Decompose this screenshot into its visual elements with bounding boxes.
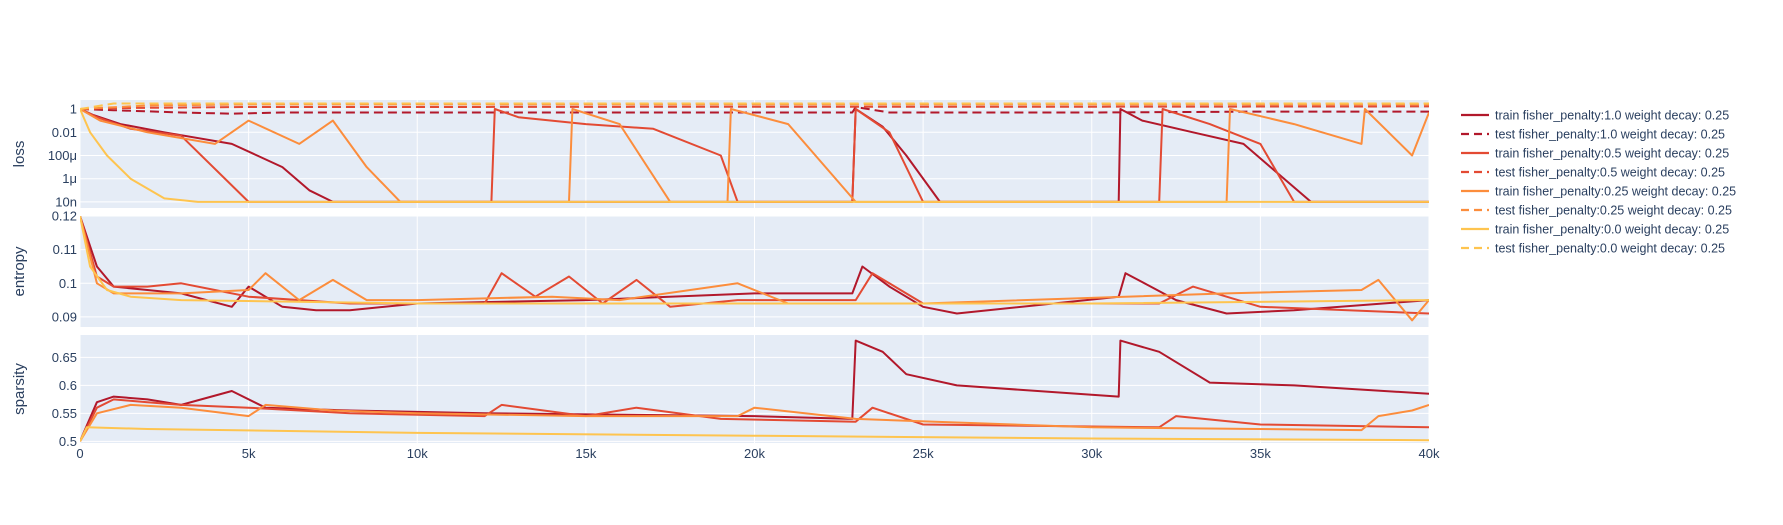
y-tick-label-entropy: 0.09	[52, 309, 77, 324]
legend-label: train fisher_penalty:1.0 weight decay: 0…	[1495, 109, 1729, 123]
panel-sparsity: 0.65 0.6 0.55 0.5 sparsity	[11, 335, 1430, 449]
series-line-loss-6	[80, 108, 1429, 203]
x-tick-label: 5k	[242, 446, 256, 461]
y-tick-label-loss: 1	[70, 102, 77, 117]
y-tick-label-loss: 10n	[55, 194, 77, 209]
legend-item[interactable]: train fisher_penalty:0.0 weight decay: 0…	[1461, 223, 1729, 237]
x-tick-label: 40k	[1419, 446, 1440, 461]
y-tick-label-entropy: 0.12	[52, 209, 77, 224]
y-tick-label-sparsity: 0.6	[59, 378, 77, 393]
legend-item[interactable]: test fisher_penalty:0.0 weight decay: 0.…	[1461, 242, 1725, 256]
series-line-loss-7	[80, 102, 1429, 110]
x-tick-label: 15k	[575, 446, 596, 461]
x-tick-label: 35k	[1250, 446, 1271, 461]
legend-item[interactable]: train fisher_penalty:0.5 weight decay: 0…	[1461, 147, 1729, 161]
legend-item[interactable]: test fisher_penalty:0.5 weight decay: 0.…	[1461, 166, 1725, 180]
y-axis-title-sparsity: sparsity	[11, 363, 28, 415]
y-tick-label-entropy: 0.11	[53, 242, 77, 257]
y-axis-title-entropy: entropy	[11, 246, 28, 297]
series-group-sparsity	[80, 339, 1429, 442]
series-line-entropy-3	[80, 216, 1429, 305]
y-tick-label-sparsity: 0.5	[59, 434, 77, 449]
y-tick-label-loss: 100μ	[48, 148, 77, 163]
y-tick-label-loss: 1μ	[62, 171, 77, 186]
x-tick-label: 10k	[407, 446, 428, 461]
series-group-loss	[80, 102, 1429, 203]
legend-item[interactable]: train fisher_penalty:1.0 weight decay: 0…	[1461, 109, 1729, 123]
series-group-entropy	[80, 216, 1429, 322]
legend-label: train fisher_penalty:0.0 weight decay: 0…	[1495, 223, 1729, 237]
legend-label: test fisher_penalty:0.0 weight decay: 0.…	[1495, 242, 1725, 256]
series-line-sparsity-3	[80, 426, 1429, 442]
x-tick-label: 0	[76, 446, 83, 461]
x-tick-label: 25k	[913, 446, 934, 461]
legend-item[interactable]: test fisher_penalty:0.25 weight decay: 0…	[1461, 204, 1732, 218]
series-line-entropy-2	[80, 216, 1429, 322]
legend-label: test fisher_penalty:0.25 weight decay: 0…	[1495, 204, 1732, 218]
legend-item[interactable]: test fisher_penalty:1.0 weight decay: 0.…	[1461, 128, 1725, 142]
legend-label: test fisher_penalty:0.5 weight decay: 0.…	[1495, 166, 1725, 180]
panel-entropy: 0.12 0.11 0.1 0.09 entropy	[11, 209, 1430, 327]
legend-label: train fisher_penalty:0.25 weight decay: …	[1495, 185, 1736, 199]
series-line-sparsity-2	[80, 403, 1429, 442]
series-line-loss-4	[80, 108, 1429, 203]
legend[interactable]: train fisher_penalty:1.0 weight decay: 0…	[1461, 109, 1736, 256]
x-tick-label: 30k	[1081, 446, 1102, 461]
legend-item[interactable]: train fisher_penalty:0.25 weight decay: …	[1461, 185, 1736, 199]
y-tick-label-entropy: 0.1	[59, 276, 77, 291]
y-axis-title-loss: loss	[11, 141, 28, 168]
panel-loss: 1 0.01 100μ 1μ 10n loss	[11, 100, 1430, 209]
y-tick-label-loss: 0.01	[52, 125, 77, 140]
legend-label: train fisher_penalty:0.5 weight decay: 0…	[1495, 147, 1729, 161]
y-tick-label-sparsity: 0.65	[52, 350, 77, 365]
legend-label: test fisher_penalty:1.0 weight decay: 0.…	[1495, 128, 1725, 142]
x-tick-label: 20k	[744, 446, 765, 461]
y-tick-label-sparsity: 0.55	[52, 406, 77, 421]
panels-layer: 1 0.01 100μ 1μ 10n loss 0.12 0.11 0.1 0.09 entropy…	[11, 100, 1440, 461]
